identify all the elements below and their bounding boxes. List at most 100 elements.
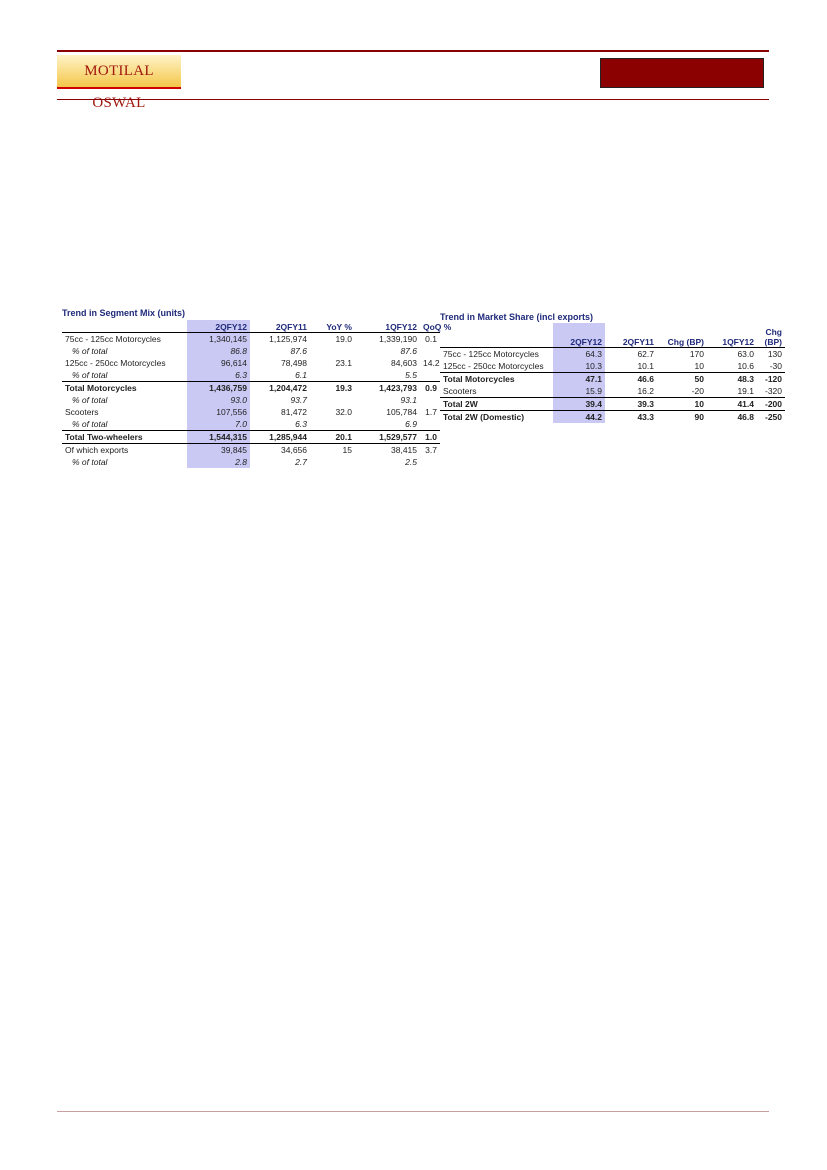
cell: -120 (757, 372, 785, 385)
row-label: Total 2W (440, 397, 553, 411)
table-row: % of total 86.8 87.6 87.6 (62, 345, 440, 357)
footer-rule (57, 1111, 769, 1112)
cell: 1.0 (420, 430, 440, 444)
column-header: 1QFY12 (707, 323, 757, 348)
cell: 1,285,944 (250, 430, 310, 444)
cell: 86.8 (187, 345, 250, 357)
cell: 46.6 (605, 372, 657, 385)
row-label: Scooters (65, 407, 99, 417)
cell: 90 (657, 410, 707, 423)
row-label: % of total (72, 457, 108, 467)
logo: MOTILAL OSWAL (57, 55, 181, 111)
row-label: Total Motorcycles (62, 381, 187, 394)
row-label: 125cc - 250cc Motorcycles (65, 358, 166, 368)
row-label: Scooters (443, 386, 477, 396)
table-row: 75cc - 125cc Motorcycles 1,340,145 1,125,9… (62, 332, 440, 345)
row-label: Total Two-wheelers (62, 430, 187, 444)
cell: 15.9 (553, 385, 605, 398)
cell: 19.1 (737, 386, 754, 396)
cell: -30 (769, 361, 782, 371)
row-label: % of total (72, 395, 108, 405)
table-row: 125cc - 250cc Motorcycles 96,614 78,498 23.… (62, 357, 440, 369)
table-row: 75cc - 125cc Motorcycles 64.3 62.7 170 63.0 1… (440, 347, 785, 360)
cell: 1,125,974 (269, 334, 307, 344)
cell: 47.1 (553, 372, 605, 385)
cell: 20.1 (310, 430, 355, 444)
row-label: 75cc - 125cc Motorcycles (65, 334, 161, 344)
cell: 105,784 (386, 407, 417, 417)
row-label: 125cc - 250cc Motorcycles (443, 361, 544, 371)
header-tag (600, 58, 764, 88)
table-row: % of total 6.3 6.1 5.5 (62, 369, 440, 382)
top-rule (57, 50, 769, 52)
cell: 2.5 (405, 457, 417, 467)
data-table: 2QFY12 2QFY11 YoY % 1QFY12 QoQ % 75cc - 125cc… (62, 320, 451, 468)
column-header: 2QFY12 (553, 323, 605, 348)
cell: 96,614 (187, 357, 250, 369)
cell: 39,845 (187, 443, 250, 456)
table-row: Total Two-wheelers 1,544,315 1,285,944 20.1… (62, 430, 440, 444)
column-header: 2QFY12 (187, 320, 250, 333)
cell: 10.1 (637, 361, 654, 371)
column-header: Chg (BP) (657, 323, 707, 348)
row-label: % of total (72, 419, 108, 429)
cell: 93.7 (290, 395, 307, 405)
table-row: Scooters 15.9 16.2 -20 19.1 -320 (440, 385, 785, 398)
cell: 50 (657, 372, 707, 385)
table-title: Trend in Market Share (incl exports) (440, 312, 594, 322)
cell: 84,603 (391, 358, 417, 368)
cell: 170 (689, 349, 704, 359)
cell: 10 (694, 361, 704, 371)
table-row: % of total 93.0 93.7 93.1 (62, 394, 440, 406)
table-row: % of total 7.0 6.3 6.9 (62, 418, 440, 431)
table-row: 125cc - 250cc Motorcycles 10.3 10.1 10 10.6 -… (440, 360, 785, 373)
cell: 2.8 (187, 456, 250, 468)
cell: 44.2 (553, 410, 605, 423)
table-row: % of total 2.8 2.7 2.5 (62, 456, 440, 468)
cell: 7.0 (187, 418, 250, 431)
cell: 19.3 (310, 381, 355, 394)
cell (310, 369, 355, 382)
row-label: Total 2W (Domestic) (440, 410, 553, 423)
cell: 1,423,793 (355, 381, 420, 394)
cell: 63.0 (737, 349, 754, 359)
table-row: Total Motorcycles 47.1 46.6 50 48.3 -120 (440, 372, 785, 385)
cell: 6.9 (405, 419, 417, 429)
cell: 23.1 (335, 358, 352, 368)
cell: 1,436,759 (187, 381, 250, 394)
cell: 1,340,145 (187, 332, 250, 345)
cell: 93.0 (187, 394, 250, 406)
cell: -20 (691, 386, 704, 396)
cell: 81,472 (281, 407, 307, 417)
cell: 32.0 (335, 407, 352, 417)
column-header: Chg (BP) (757, 323, 785, 348)
row-label: 75cc - 125cc Motorcycles (443, 349, 539, 359)
column-header: YoY % (310, 320, 355, 333)
table-row: Total Motorcycles 1,436,759 1,204,472 19.3 1… (62, 381, 440, 394)
cell: 2.7 (295, 457, 307, 467)
cell: 0.9 (420, 381, 440, 394)
column-header: 2QFY11 (250, 320, 310, 333)
cell: 64.3 (553, 347, 605, 360)
cell: 16.2 (637, 386, 654, 396)
data-table: 2QFY12 2QFY11 Chg (BP) 1QFY12 Chg (BP) 75cc -… (440, 323, 785, 423)
cell (420, 394, 440, 406)
cell: 78,498 (281, 358, 307, 368)
cell: 10.3 (553, 360, 605, 373)
cell: 1,204,472 (250, 381, 310, 394)
cell: 10 (657, 397, 707, 411)
table-title: Trend in Segment Mix (units) (62, 308, 186, 318)
column-header: 2QFY11 (605, 323, 657, 348)
row-label: % of total (72, 370, 108, 380)
cell: 34,656 (250, 443, 310, 456)
cell (420, 369, 440, 382)
cell: 93.1 (400, 395, 417, 405)
table-row: Of which exports 39,845 34,656 15 38,415 3.7 (62, 443, 440, 456)
cell: 43.3 (605, 410, 657, 423)
cell: 3.7 (420, 443, 440, 456)
row-label: Of which exports (62, 443, 187, 456)
cell: 6.1 (295, 370, 307, 380)
cell: 15 (310, 443, 355, 456)
cell: 38,415 (355, 443, 420, 456)
cell: 1,529,577 (355, 430, 420, 444)
